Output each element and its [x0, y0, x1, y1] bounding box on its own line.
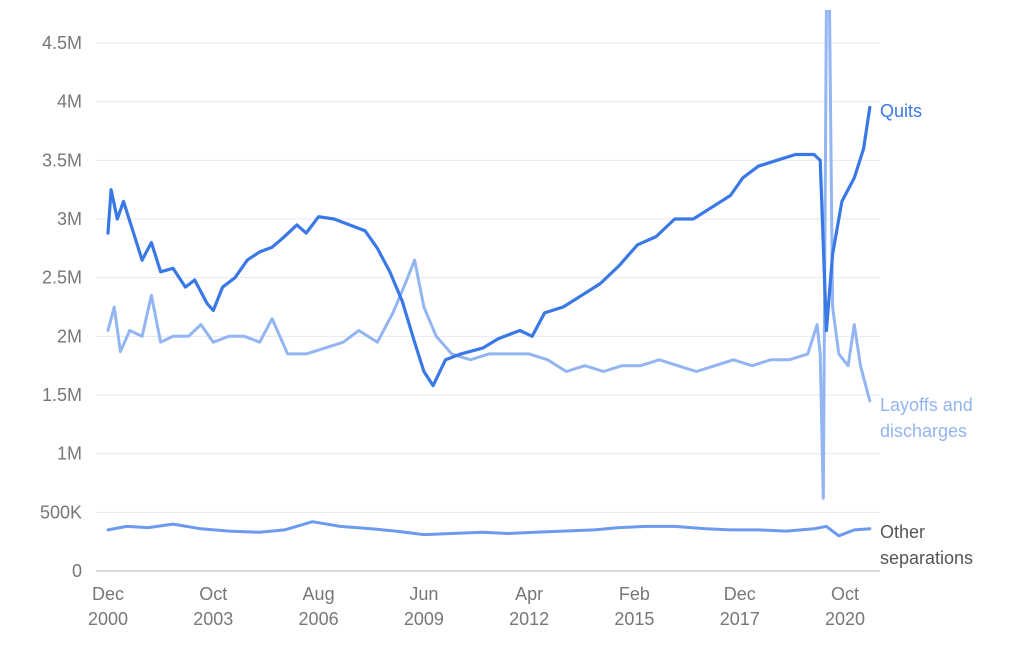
y-tick-label: 4.5M: [42, 33, 82, 53]
series-label-layoffs-and-discharges: Layoffs and discharges: [880, 395, 973, 441]
y-tick-label: 4M: [57, 92, 82, 112]
series-line-quits: [106, 105, 872, 388]
x-tick-label: Jun 2009: [404, 584, 444, 629]
x-tick-label: Dec 2017: [720, 584, 760, 629]
y-tick-label: 0: [72, 561, 82, 581]
x-tick-label: Oct 2020: [825, 584, 865, 629]
series-line-other-separations: [106, 520, 872, 538]
y-tick-label: 2M: [57, 326, 82, 346]
y-tick-label: 2.5M: [42, 268, 82, 288]
x-tick-label: Oct 2003: [193, 584, 233, 629]
y-tick-label: 500K: [40, 502, 82, 522]
series-label-quits: Quits: [880, 101, 922, 121]
series-line-layoffs-and-discharges: [106, 10, 872, 500]
x-tick-label: Dec 2000: [88, 584, 128, 629]
y-tick-label: 1M: [57, 444, 82, 464]
y-tick-label: 3.5M: [42, 150, 82, 170]
series-lines: [106, 10, 872, 538]
grid-lines: [96, 42, 880, 513]
series-labels: Quits Layoffs and discharges Other separatio…: [880, 101, 973, 568]
y-tick-label: 1.5M: [42, 385, 82, 405]
y-tick-label: 3M: [57, 209, 82, 229]
series-label-other-separations: Other separations: [880, 522, 973, 568]
x-tick-label: Feb 2015: [614, 584, 654, 629]
x-tick-label: Apr 2012: [509, 584, 549, 629]
x-tick-label: Aug 2006: [299, 584, 339, 629]
tick-labels: 0 500K 1M 1.5M 2M 2.5M 3M 3.5M 4M 4.5M Dec 2000 Oct 2…: [40, 33, 865, 629]
